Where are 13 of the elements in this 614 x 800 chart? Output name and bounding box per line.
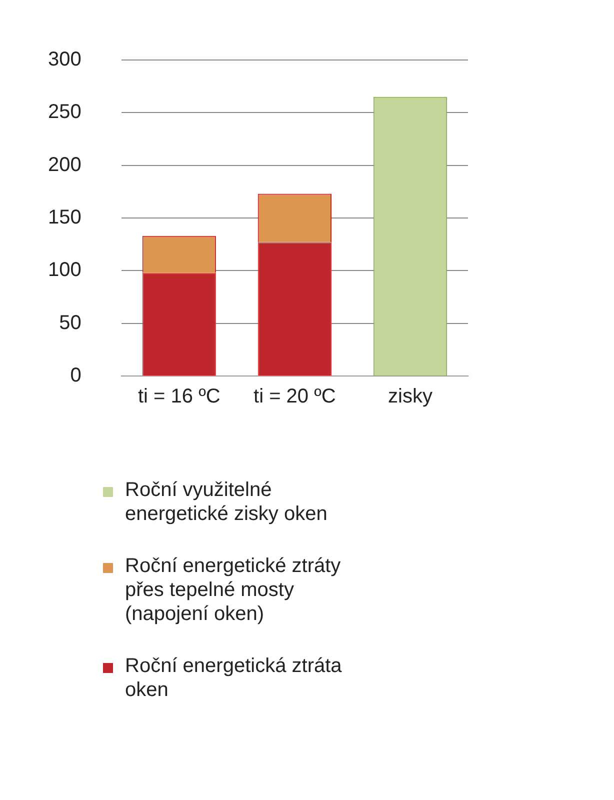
legend-label: Roční energetická ztráta oken [125,654,343,702]
y-tick-label: 200 [48,154,82,176]
legend-label: Roční využitelné energetické zisky oken [125,478,328,526]
y-tick-label: 150 [48,206,82,229]
y-tick-label: 0 [70,364,82,387]
legend-label: Roční energetické ztráty přes tepelné mosty (napojení oken) [125,554,342,626]
y-tick-label: 300 [48,48,82,71]
x-tick-label: ti = 20 ºC [254,386,336,408]
x-tick-label: zisky [388,386,432,408]
y-tick-label: 50 [59,312,82,334]
y-tick-label: 100 [48,259,82,282]
x-tick-label: ti = 16 ºC [138,386,220,408]
y-tick-label: 250 [48,101,82,124]
